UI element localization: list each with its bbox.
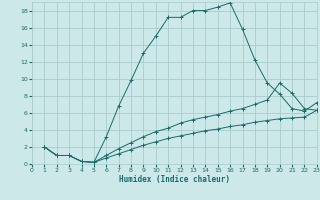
X-axis label: Humidex (Indice chaleur): Humidex (Indice chaleur) [119,175,230,184]
